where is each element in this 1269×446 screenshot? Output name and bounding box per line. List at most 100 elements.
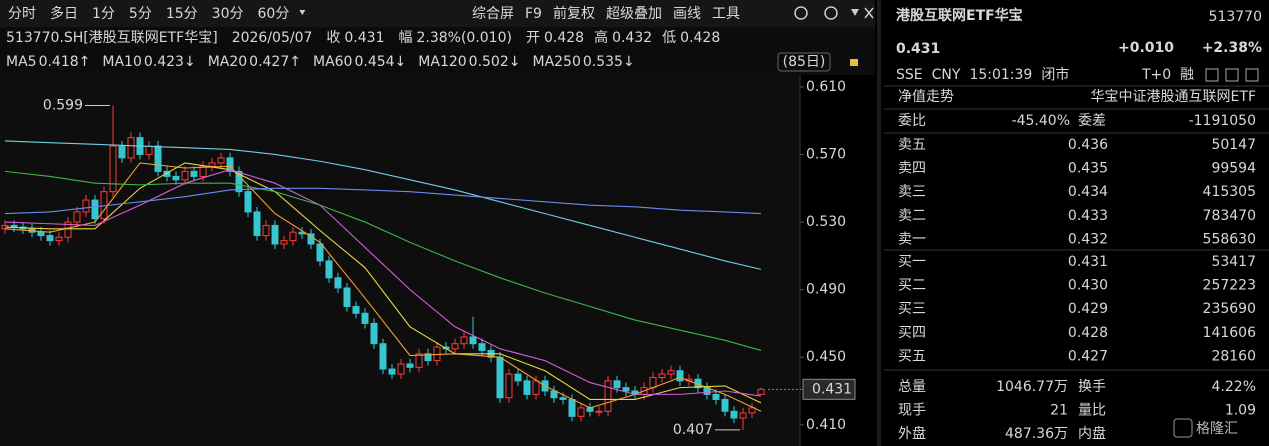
candle-body (406, 363, 414, 368)
candle-body (658, 373, 666, 378)
candle-body (424, 353, 432, 362)
period-tab[interactable]: 5分 (129, 6, 152, 22)
candle-body (514, 373, 522, 382)
book-volume: 235690 (1203, 301, 1256, 317)
candle-body (757, 388, 765, 395)
settings-icon[interactable] (794, 6, 808, 20)
candle-body (361, 312, 369, 324)
watermark: 格隆汇 (1196, 421, 1238, 437)
legend-value: 0.454↓ (354, 54, 406, 70)
book-price: 0.436 (1068, 137, 1108, 153)
ma-line (4, 162, 762, 412)
tool-button[interactable]: 综合屏 (472, 6, 514, 22)
candle-body (460, 336, 468, 345)
candle-body (622, 387, 630, 392)
candle-body (199, 165, 207, 177)
candle-body (235, 170, 243, 193)
book-volume: 558630 (1203, 231, 1256, 247)
period-label[interactable]: (85日) (783, 54, 826, 70)
info-close: 0.431 (344, 30, 384, 46)
divider (877, 0, 881, 446)
period-tab[interactable]: 60分 (258, 6, 290, 22)
candle-body (505, 373, 513, 399)
tool-button[interactable]: 工具 (712, 6, 740, 22)
stat-value: 487.36万 (1005, 426, 1068, 442)
period-tab[interactable]: 15分 (166, 6, 198, 22)
panel-icon[interactable] (1205, 68, 1219, 82)
ma-line (4, 140, 762, 270)
panel-icon[interactable] (1245, 68, 1259, 82)
y-tick-label: 0.490 (806, 282, 846, 298)
watermark-logo (1173, 418, 1193, 438)
candle-body (181, 170, 189, 181)
book-price: 0.427 (1068, 348, 1108, 364)
candle-body (154, 145, 162, 172)
book-price: 0.428 (1068, 325, 1108, 341)
candle-body (739, 412, 747, 419)
stat-label: 外盘 (898, 425, 926, 442)
book-label: 买四 (898, 325, 926, 341)
toolbar-icons[interactable] (794, 6, 874, 20)
book-volume: 99594 (1211, 161, 1256, 177)
book-label: 买一 (898, 254, 926, 270)
book-volume: 28160 (1211, 348, 1256, 364)
candle-body (271, 224, 279, 245)
legend-name: MA250 (532, 54, 580, 70)
candle-body (262, 224, 270, 237)
legend-name: MA10 (102, 54, 141, 70)
period-box[interactable] (777, 52, 831, 72)
candle-body (397, 363, 405, 375)
candle-body (595, 410, 603, 413)
stat-label: 总量 (898, 379, 926, 395)
last-price-box (802, 378, 856, 400)
candle-body (550, 390, 558, 399)
period-tab[interactable]: 30分 (212, 6, 244, 22)
book-label: 卖四 (898, 161, 926, 177)
book-label: 卖三 (898, 184, 926, 200)
stat-label: 换手 (1078, 378, 1106, 395)
menu-icon[interactable] (851, 9, 859, 16)
info-change-label: 幅 (398, 30, 412, 46)
ratio-label: 委比 (898, 113, 926, 129)
candle-body (613, 380, 621, 389)
book-label: 卖一 (898, 231, 926, 247)
candle-body (649, 376, 657, 389)
close-icon[interactable] (864, 7, 874, 19)
candle-body (730, 410, 738, 419)
candle-body (532, 380, 540, 395)
period-tab[interactable]: 分时 (8, 6, 36, 22)
info-bg (0, 27, 875, 75)
tool-button[interactable]: 前复权 (553, 5, 595, 22)
tool-button[interactable]: 超级叠加 (606, 6, 662, 22)
legend-name: MA20 (208, 54, 247, 70)
face-icon[interactable] (824, 6, 838, 20)
nav-label[interactable]: 净值走势 (898, 89, 954, 105)
book-price: 0.430 (1068, 278, 1108, 294)
book-label: 买三 (898, 301, 926, 317)
candle-body (577, 407, 585, 417)
panel-icon[interactable] (1225, 68, 1239, 82)
candle-body (568, 398, 576, 417)
period-tab[interactable]: 多日 (50, 5, 78, 22)
candle-body (190, 170, 198, 177)
info-low: 0.428 (680, 30, 720, 46)
annotation: 0.599 (43, 97, 83, 113)
y-tick-label: 0.450 (806, 349, 846, 365)
candle-body (667, 370, 675, 375)
tool-button[interactable]: 画线 (673, 6, 701, 22)
candle-body (334, 277, 342, 289)
book-price: 0.429 (1068, 301, 1108, 317)
dropdown-icon[interactable] (299, 10, 306, 15)
candle-body (379, 343, 387, 370)
last-price-label: 0.431 (812, 381, 852, 397)
stat-value: 4.22% (1212, 379, 1256, 395)
period-tab[interactable]: 1分 (92, 6, 115, 22)
info-symbol: 513770.SH[港股互联网ETF华宝] (6, 30, 218, 46)
tool-button[interactable]: F9 (525, 6, 542, 22)
candle-body (172, 175, 180, 181)
book-label: 买五 (898, 348, 926, 364)
candle-body (109, 145, 117, 193)
stat-label: 内盘 (1078, 425, 1106, 442)
book-volume: 141606 (1203, 325, 1257, 341)
